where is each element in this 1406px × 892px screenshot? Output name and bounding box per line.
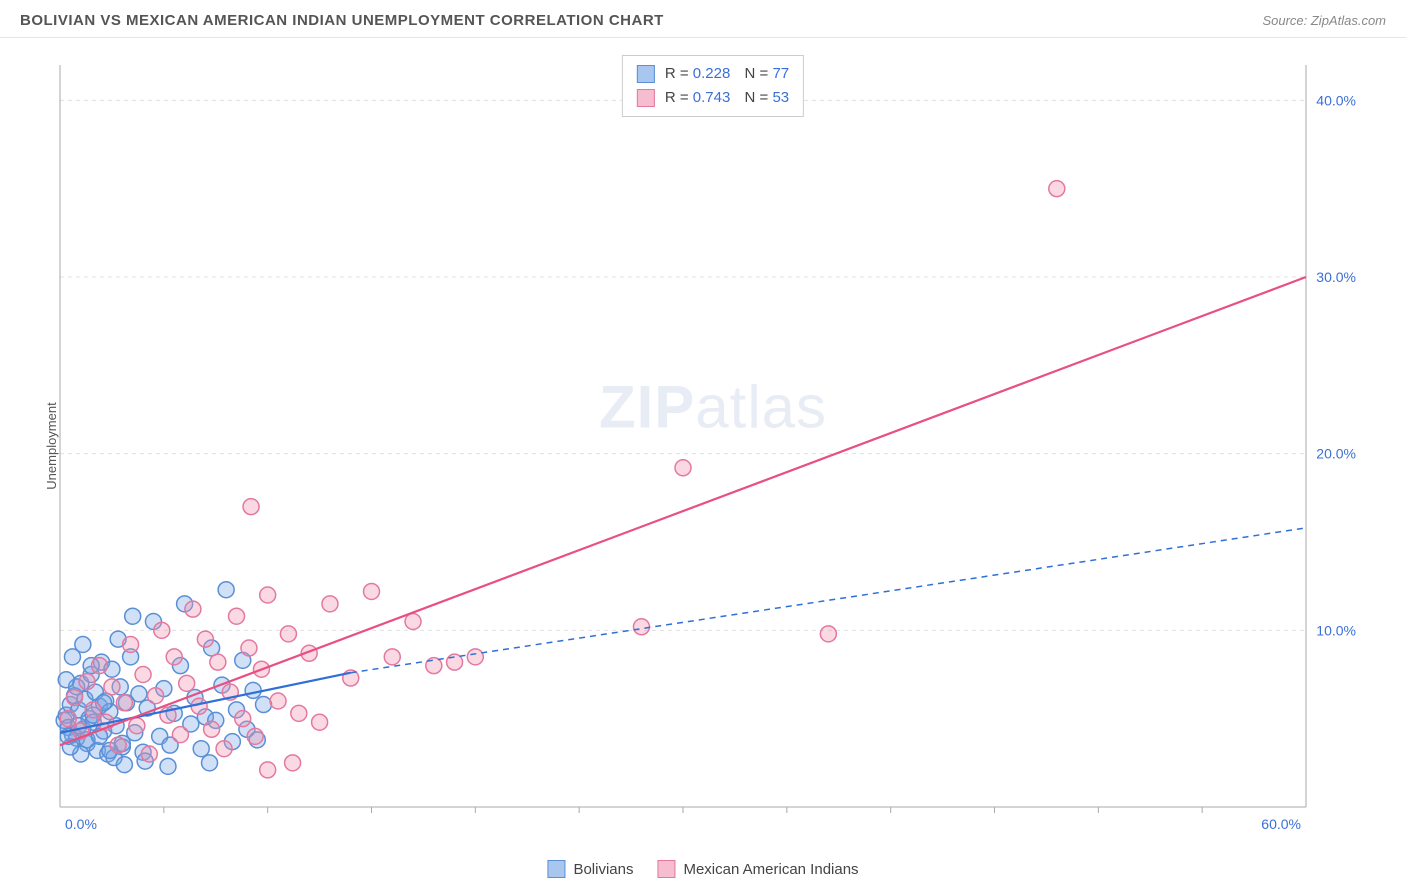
chart-plot-area: 10.0%20.0%30.0%40.0%0.0%60.0% ZIPatlas R… [50, 55, 1376, 837]
svg-text:0.0%: 0.0% [65, 816, 97, 832]
stats-row: R = 0.743 N = 53 [637, 86, 789, 110]
svg-text:30.0%: 30.0% [1316, 269, 1356, 285]
svg-text:60.0%: 60.0% [1261, 816, 1301, 832]
svg-text:10.0%: 10.0% [1316, 622, 1356, 638]
source-label: Source: ZipAtlas.com [1262, 13, 1386, 28]
scatter-plot-svg: 10.0% 20.0% 30.0% 40.0% 0.0% 60.0% [50, 55, 1376, 837]
svg-text:20.0%: 20.0% [1316, 446, 1356, 462]
legend-item-mexican-american-indians: Mexican American Indians [657, 860, 858, 878]
series-legend: Bolivians Mexican American Indians [547, 860, 858, 878]
swatch-bolivians [637, 65, 655, 83]
legend-item-bolivians: Bolivians [547, 860, 633, 878]
chart-title: BOLIVIAN VS MEXICAN AMERICAN INDIAN UNEM… [20, 12, 664, 29]
legend-label: Bolivians [573, 861, 633, 878]
svg-text:40.0%: 40.0% [1316, 92, 1356, 108]
swatch-bolivians [547, 860, 565, 878]
swatch-mexican-american-indians [637, 89, 655, 107]
legend-label: Mexican American Indians [683, 861, 858, 878]
correlation-stats-legend: R = 0.228 N = 77 R = 0.743 N = 53 [622, 55, 804, 117]
stats-row: R = 0.228 N = 77 [637, 62, 789, 86]
swatch-mexican-american-indians [657, 860, 675, 878]
